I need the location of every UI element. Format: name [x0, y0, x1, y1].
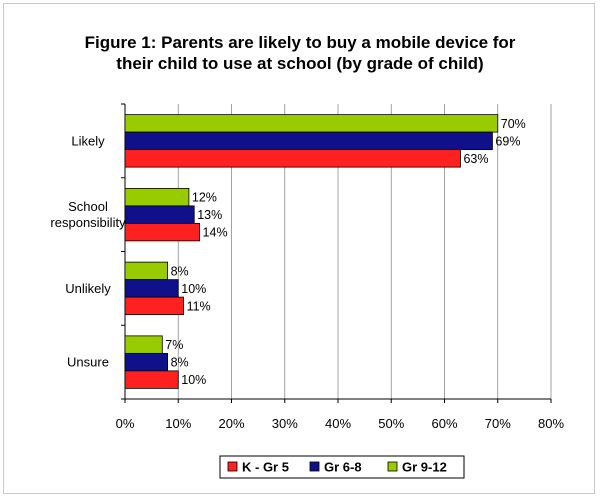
chart-title-line: their child to use at school (by grade o…	[116, 54, 483, 73]
legend-swatch	[309, 461, 320, 472]
bar-value-label: 13%	[197, 208, 222, 222]
bar-value-label: 69%	[495, 134, 520, 148]
bar	[124, 114, 499, 133]
bar	[124, 187, 190, 207]
bar-value-label: 14%	[203, 226, 228, 240]
x-tick-label: 10%	[165, 416, 191, 431]
bar-value-label: 63%	[463, 152, 488, 166]
bar	[124, 370, 179, 389]
bar	[124, 205, 195, 224]
bar	[124, 149, 461, 168]
bar	[124, 131, 493, 151]
bar-value-label: 10%	[181, 282, 206, 296]
bar	[124, 335, 163, 354]
chart-frame: Figure 1: Parents are likely to buy a mo…	[3, 3, 595, 494]
legend-box	[219, 455, 465, 479]
x-tick-label: 50%	[378, 416, 404, 431]
legend-swatch	[387, 461, 398, 472]
bar-value-label: 11%	[187, 299, 211, 313]
chart-title-line: Figure 1: Parents are likely to buy a mo…	[85, 33, 516, 52]
x-tick-label: 80%	[538, 416, 564, 431]
bar-value-label: 7%	[165, 338, 183, 352]
chart-title: Figure 1: Parents are likely to buy a mo…	[85, 33, 516, 73]
data-labels: 70% 69% 63% 12% 13% 14% 8% 10% 11% 7% 8% 10%	[165, 117, 526, 387]
category-label: responsibility	[50, 215, 126, 230]
x-tick-label: 70%	[485, 416, 511, 431]
category-label: Unlikely	[65, 281, 111, 296]
legend-swatch	[227, 461, 238, 472]
category-label: Likely	[71, 133, 105, 148]
legend-label: Gr 9-12	[402, 460, 447, 475]
chart: Figure 1: Parents are likely to buy a mo…	[50, 33, 564, 479]
x-tick-label: 20%	[218, 416, 244, 431]
bar-value-label: 10%	[181, 373, 206, 387]
x-tick-label: 0%	[116, 416, 135, 431]
category-label: School	[68, 199, 108, 214]
bar	[124, 352, 168, 372]
bar-value-label: 8%	[171, 264, 189, 278]
bar	[124, 296, 184, 316]
x-tick-label: 30%	[272, 416, 298, 431]
bar-value-label: 12%	[192, 191, 217, 205]
legend: K - Gr 5 Gr 6-8 Gr 9-12	[219, 455, 465, 479]
bars	[124, 114, 499, 389]
bar	[124, 261, 168, 281]
bar-value-label: 70%	[501, 117, 526, 131]
bar	[124, 279, 179, 298]
x-tick-label: 60%	[431, 416, 457, 431]
x-axis-ticks: 0% 10% 20% 30% 40% 50% 60% 70% 80%	[116, 399, 564, 431]
legend-label: K - Gr 5	[242, 460, 289, 475]
x-tick-label: 40%	[325, 416, 351, 431]
bar	[124, 222, 200, 242]
bar-value-label: 8%	[171, 356, 189, 370]
legend-label: Gr 6-8	[324, 460, 362, 475]
category-label: Unsure	[67, 355, 109, 370]
